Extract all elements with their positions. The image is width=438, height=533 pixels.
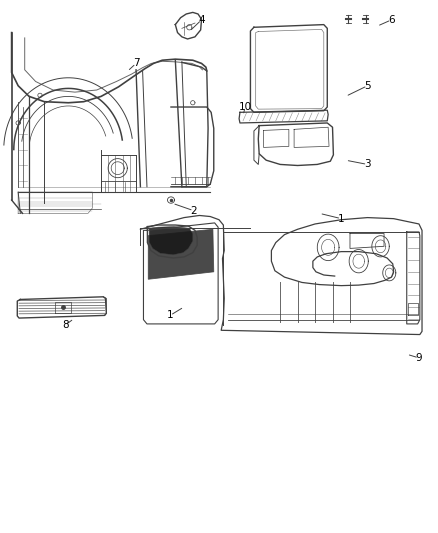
- Text: 4: 4: [198, 15, 205, 25]
- Text: 7: 7: [133, 59, 139, 68]
- Text: 3: 3: [364, 159, 371, 169]
- Text: 2: 2: [191, 206, 197, 216]
- Polygon shape: [149, 227, 193, 255]
- Text: 6: 6: [388, 15, 395, 25]
- Polygon shape: [148, 229, 214, 279]
- Text: 1: 1: [167, 310, 173, 320]
- Text: 1: 1: [338, 214, 345, 224]
- Text: 10: 10: [239, 102, 252, 112]
- Text: 5: 5: [364, 81, 371, 91]
- Text: 9: 9: [416, 353, 422, 363]
- Text: 8: 8: [62, 320, 69, 330]
